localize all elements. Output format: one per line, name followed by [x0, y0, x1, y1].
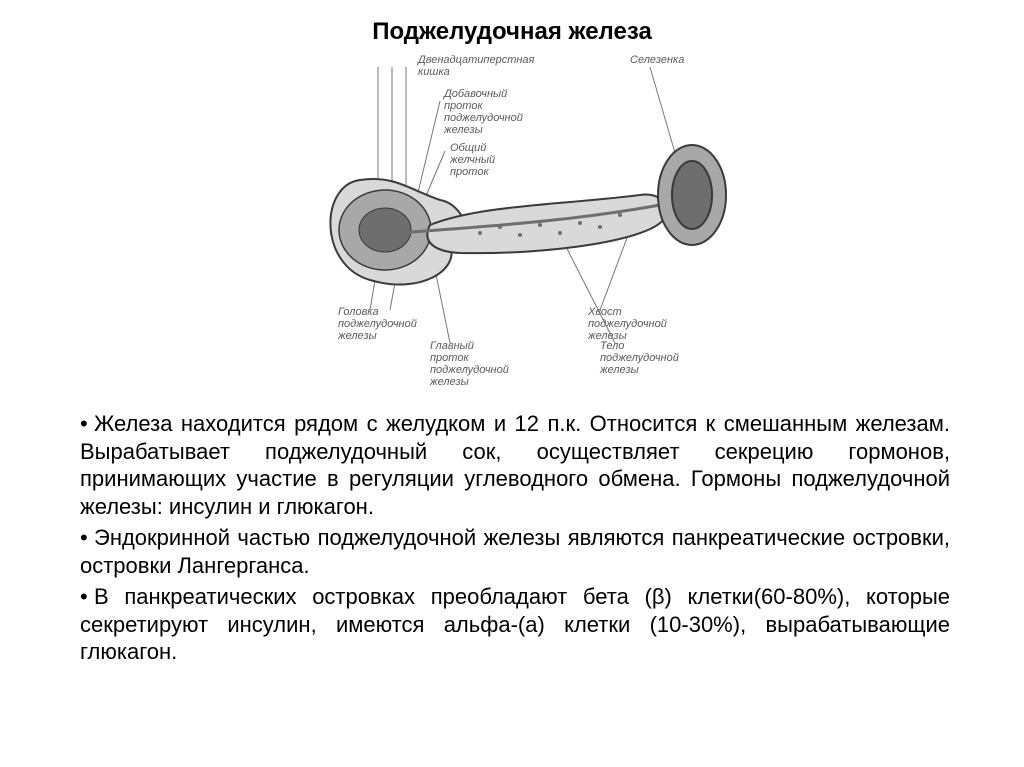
pancreas-diagram: Двенадцатиперстная кишка Селезенка Добав…	[300, 55, 760, 385]
paragraph-1: •Железа находится рядом с желудком и 12 …	[80, 410, 950, 520]
label-bile-duct-3: проток	[450, 167, 489, 179]
label-head-3: железы	[338, 331, 377, 343]
label-tail-1: Хвост	[588, 307, 622, 319]
label-body-3: железы	[600, 365, 639, 377]
page: Поджелудочная железа	[0, 0, 1024, 767]
paragraph-1-text: Железа находится рядом с желудком и 12 п…	[80, 411, 950, 519]
label-duodenum-1: Двенадцатиперстная	[418, 55, 534, 67]
paragraph-3: •В панкреатических островках преобладают…	[80, 583, 950, 666]
label-main-duct-3: поджелудочной	[430, 365, 509, 377]
label-accessory-duct-2: проток	[444, 101, 483, 113]
label-tail-2: поджелудочной	[588, 319, 667, 331]
label-main-duct-4: железы	[430, 377, 469, 389]
label-accessory-duct-3: поджелудочной	[444, 113, 523, 125]
label-bile-duct-2: желчный	[450, 155, 495, 167]
label-spleen: Селезенка	[630, 55, 684, 67]
label-main-duct-2: проток	[430, 353, 469, 365]
label-duodenum-2: кишка	[418, 67, 450, 79]
label-head-2: поджелудочной	[338, 319, 417, 331]
label-accessory-duct-4: железы	[444, 125, 483, 137]
page-title: Поджелудочная железа	[0, 18, 1024, 46]
paragraph-2: •Эндокринной частью поджелудочной железы…	[80, 524, 950, 579]
label-bile-duct-1: Общий	[450, 143, 486, 155]
label-body-1: Тело	[600, 341, 624, 353]
label-accessory-duct-1: Добавочный	[444, 89, 507, 101]
label-body-2: поджелудочной	[600, 353, 679, 365]
label-main-duct-1: Главный	[430, 341, 474, 353]
body-text: •Железа находится рядом с желудком и 12 …	[80, 410, 950, 670]
paragraph-3-text: В панкреатических островках преобладают …	[80, 584, 950, 664]
paragraph-2-text: Эндокринной частью поджелудочной железы …	[80, 525, 950, 578]
label-head-1: Головка	[338, 307, 379, 319]
